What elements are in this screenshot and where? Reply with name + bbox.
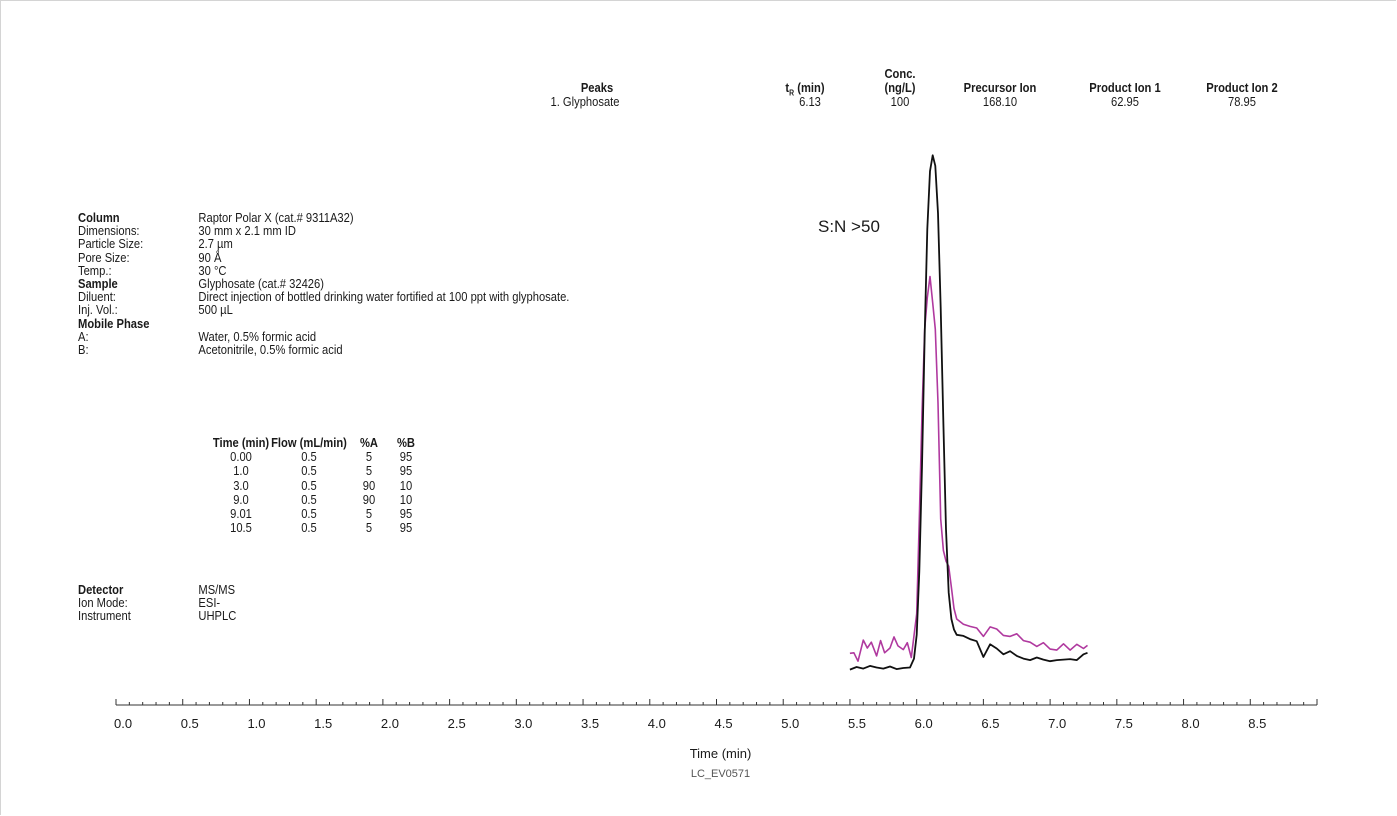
concentration-value: 100 bbox=[890, 94, 910, 109]
condition-label: Temp.: bbox=[78, 262, 112, 278]
condition-value: Acetonitrile, 0.5% formic acid bbox=[198, 341, 343, 357]
x-tick-label: 1.0 bbox=[247, 716, 265, 731]
gradient-cell: 5 bbox=[365, 449, 373, 465]
gradient-cell: 0.5 bbox=[301, 506, 317, 521]
condition-label: Particle Size: bbox=[78, 236, 144, 252]
gradient-cell: 95 bbox=[399, 463, 413, 479]
gradient-cell: 5 bbox=[365, 463, 373, 479]
x-tick-label: 2.0 bbox=[381, 716, 399, 731]
retention-time-value: 6.13 bbox=[799, 94, 821, 109]
detector-label: Instrument bbox=[78, 608, 131, 624]
condition-label: Dimensions: bbox=[78, 223, 140, 239]
signal-to-noise-annotation: S:N >50 bbox=[818, 217, 880, 236]
gradient-cell: 0.5 bbox=[301, 477, 317, 493]
x-tick-label: 4.5 bbox=[715, 716, 733, 731]
detector-value: UHPLC bbox=[198, 608, 237, 624]
x-tick-label: 0.0 bbox=[114, 716, 132, 731]
precursor-ion-header: Precursor Ion bbox=[963, 80, 1037, 95]
condition-label: Mobile Phase bbox=[78, 315, 150, 331]
condition-value: Direct injection of bottled drinking wat… bbox=[198, 289, 570, 305]
detector-label: Detector bbox=[78, 582, 124, 597]
gradient-cell: 95 bbox=[399, 520, 413, 536]
figure-code: LC_EV0571 bbox=[691, 768, 750, 780]
retention-time-header: tR (min) bbox=[785, 80, 825, 98]
gradient-cell: 0.5 bbox=[301, 449, 317, 465]
gradient-cell: 95 bbox=[399, 449, 413, 465]
product-ion-1-header: Product Ion 1 bbox=[1089, 80, 1161, 95]
gradient-cell: 5 bbox=[365, 520, 373, 536]
condition-value: 30 mm x 2.1 mm ID bbox=[198, 223, 296, 239]
x-tick-label: 7.0 bbox=[1048, 716, 1066, 731]
condition-label: Diluent: bbox=[78, 289, 116, 305]
condition-value: Raptor Polar X (cat.# 9311A32) bbox=[198, 210, 354, 225]
gradient-cell: 0.5 bbox=[301, 491, 317, 507]
gradient-cell: 10.5 bbox=[230, 520, 252, 536]
black-trace bbox=[849, 154, 1088, 671]
gradient-cell: 10 bbox=[399, 491, 413, 507]
x-tick-label: 1.5 bbox=[314, 716, 332, 731]
condition-label: Sample bbox=[78, 275, 118, 291]
x-tick-label: 5.5 bbox=[848, 716, 866, 731]
condition-value: 30 °C bbox=[198, 262, 227, 278]
product-ion-1-value: 62.95 bbox=[1110, 94, 1139, 109]
gradient-cell: 10 bbox=[399, 477, 413, 493]
condition-label: Pore Size: bbox=[78, 249, 130, 265]
condition-value: 500 µL bbox=[198, 302, 233, 318]
x-tick-label: 6.5 bbox=[981, 716, 999, 731]
gradient-cell: 9.0 bbox=[233, 491, 249, 507]
detector-label: Ion Mode: bbox=[78, 595, 128, 611]
condition-label: B: bbox=[78, 341, 89, 357]
gradient-header: Time (min) bbox=[212, 435, 270, 450]
condition-label: A: bbox=[78, 328, 89, 344]
peak-name: 1. Glyphosate bbox=[550, 94, 620, 109]
gradient-cell: 3.0 bbox=[233, 477, 249, 493]
precursor-ion-value: 168.10 bbox=[982, 94, 1018, 109]
condition-value: 90 Å bbox=[198, 249, 222, 265]
gradient-cell: 5 bbox=[365, 506, 373, 521]
x-tick-label: 6.0 bbox=[915, 716, 933, 731]
gradient-cell: 0.5 bbox=[301, 463, 317, 479]
condition-label: Inj. Vol.: bbox=[78, 302, 118, 318]
product-ion-2-value: 78.95 bbox=[1227, 94, 1256, 109]
condition-value: Water, 0.5% formic acid bbox=[198, 328, 317, 344]
gradient-header: Flow (mL/min) bbox=[271, 435, 347, 450]
peaks-header: Peaks bbox=[580, 80, 614, 95]
concentration-header-line1: Conc. bbox=[884, 66, 916, 81]
detector-value: ESI- bbox=[198, 595, 221, 611]
gradient-header: %A bbox=[359, 435, 379, 450]
condition-label: Column bbox=[78, 210, 120, 225]
magenta-trace bbox=[849, 275, 1088, 663]
gradient-cell: 90 bbox=[362, 477, 376, 493]
gradient-cell: 0.00 bbox=[230, 449, 252, 465]
detector-value: MS/MS bbox=[198, 582, 236, 597]
gradient-cell: 1.0 bbox=[233, 463, 249, 479]
x-tick-label: 4.0 bbox=[648, 716, 666, 731]
x-axis-title: Time (min) bbox=[690, 746, 752, 761]
x-tick-label: 7.5 bbox=[1115, 716, 1133, 731]
gradient-cell: 0.5 bbox=[301, 520, 317, 536]
gradient-cell: 95 bbox=[399, 506, 413, 521]
x-tick-label: 2.5 bbox=[448, 716, 466, 731]
x-tick-label: 5.0 bbox=[781, 716, 799, 731]
product-ion-2-header: Product Ion 2 bbox=[1206, 80, 1278, 95]
concentration-header-line2: (ng/L) bbox=[884, 80, 916, 95]
x-tick-label: 8.5 bbox=[1248, 716, 1266, 731]
gradient-cell: 90 bbox=[362, 491, 376, 507]
gradient-header: %B bbox=[396, 435, 416, 450]
x-tick-label: 0.5 bbox=[181, 716, 199, 731]
x-tick-label: 8.0 bbox=[1182, 716, 1200, 731]
condition-value: Glyphosate (cat.# 32426) bbox=[198, 275, 324, 291]
gradient-cell: 9.01 bbox=[230, 506, 252, 521]
condition-value: 2.7 µm bbox=[198, 236, 233, 252]
x-tick-label: 3.0 bbox=[514, 716, 532, 731]
x-tick-label: 3.5 bbox=[581, 716, 599, 731]
